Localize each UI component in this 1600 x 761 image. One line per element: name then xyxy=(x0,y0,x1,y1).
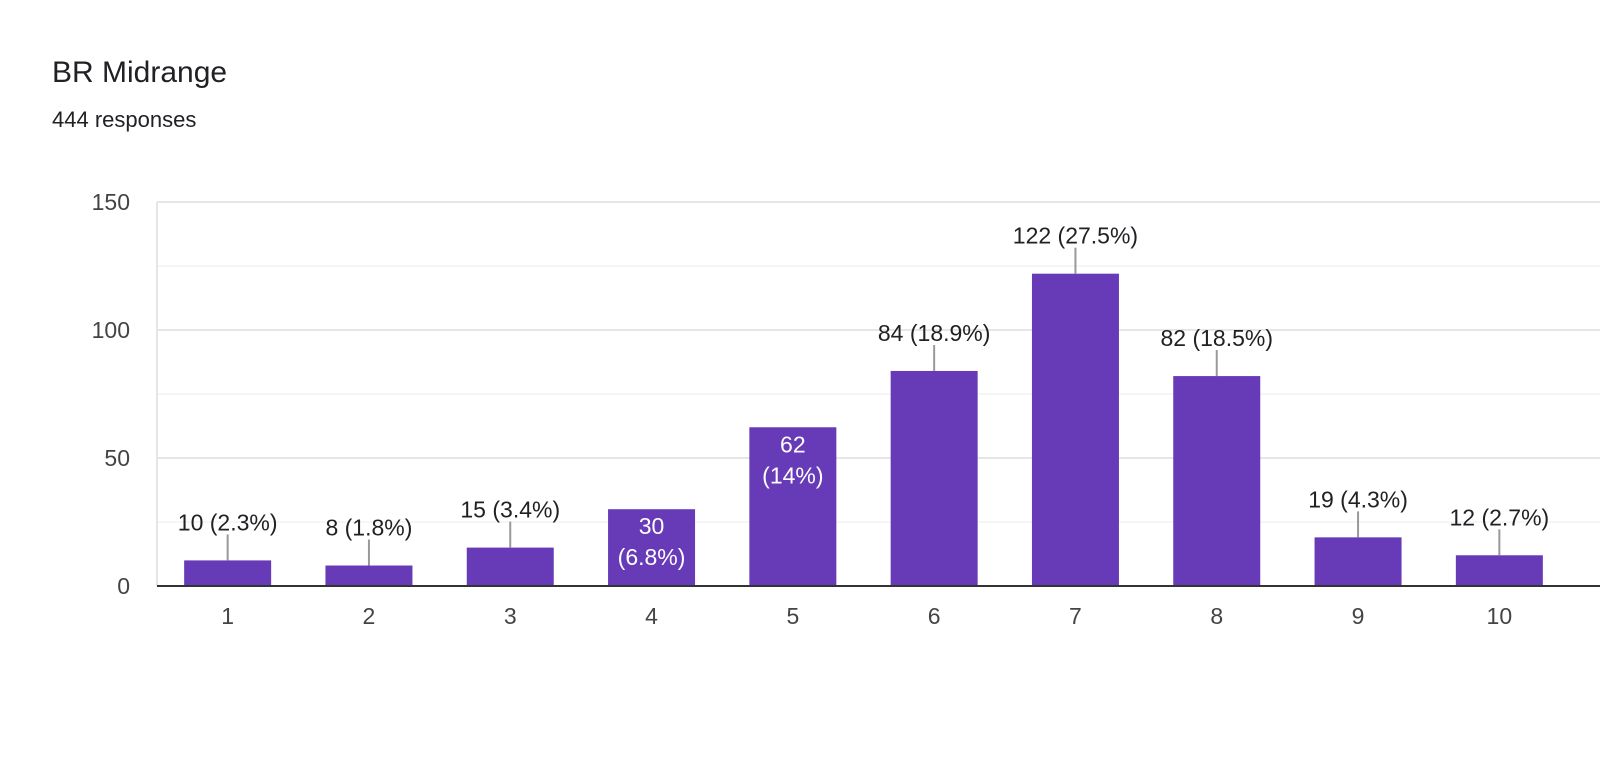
response-count: 444 responses xyxy=(52,107,197,132)
data-label: 82 (18.5%) xyxy=(1160,325,1273,351)
data-label: 122 (27.5%) xyxy=(1013,223,1138,249)
x-tick-label: 2 xyxy=(363,603,376,629)
bar xyxy=(1031,273,1119,586)
bar xyxy=(466,547,554,586)
y-tick-label: 150 xyxy=(92,189,130,215)
x-tick-label: 10 xyxy=(1487,603,1513,629)
y-tick-label: 100 xyxy=(92,317,130,343)
data-label: (14%) xyxy=(762,462,823,488)
data-label: 62 xyxy=(780,431,806,457)
bar xyxy=(1314,537,1402,586)
x-tick-label: 7 xyxy=(1069,603,1082,629)
bar xyxy=(1173,376,1261,586)
x-tick-label: 4 xyxy=(645,603,658,629)
data-label: 19 (4.3%) xyxy=(1308,486,1408,512)
bar xyxy=(749,427,837,586)
chart-title: BR Midrange xyxy=(52,56,228,89)
x-tick-label: 9 xyxy=(1352,603,1365,629)
data-label: 15 (3.4%) xyxy=(460,497,560,523)
data-label: 30 xyxy=(639,513,665,539)
x-tick-label: 5 xyxy=(786,603,799,629)
x-tick-label: 8 xyxy=(1210,603,1223,629)
x-tick-label: 3 xyxy=(504,603,517,629)
bar xyxy=(890,370,978,586)
data-label: 84 (18.9%) xyxy=(878,320,991,346)
x-tick-label: 6 xyxy=(928,603,941,629)
data-label: 8 (1.8%) xyxy=(325,515,412,541)
data-label: 10 (2.3%) xyxy=(178,509,278,535)
y-tick-label: 50 xyxy=(104,445,130,471)
data-label: (6.8%) xyxy=(618,544,686,570)
data-label: 12 (2.7%) xyxy=(1449,504,1549,530)
bar xyxy=(325,565,413,586)
bar xyxy=(184,560,272,586)
bar xyxy=(1455,555,1543,586)
y-tick-label: 0 xyxy=(117,573,130,599)
bar xyxy=(608,509,696,586)
x-tick-label: 1 xyxy=(221,603,234,629)
